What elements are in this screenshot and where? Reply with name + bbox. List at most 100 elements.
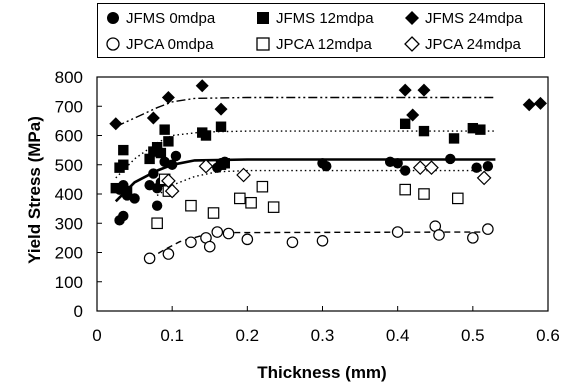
y-tick-label: 700 — [55, 97, 83, 116]
filled-square-icon — [257, 12, 269, 24]
y-tick-label: 0 — [74, 302, 83, 321]
data-point — [245, 196, 257, 209]
data-point — [144, 153, 155, 165]
x-tick-label: 0.4 — [386, 326, 410, 345]
filled-diamond-icon — [405, 11, 419, 25]
data-point — [412, 160, 428, 176]
data-point — [418, 188, 430, 200]
data-point — [203, 240, 216, 253]
legend: JFMS 0mdpa JFMS 12mdpa JFMS 24mdpa JPCA … — [97, 3, 545, 58]
y-tick-label: 200 — [55, 244, 83, 263]
y-tick-label: 500 — [55, 156, 83, 175]
data-point — [118, 210, 129, 222]
open-circle-icon — [106, 37, 120, 51]
data-point — [475, 124, 486, 135]
data-point — [151, 142, 163, 153]
legend-label: JPCA 24mdpa — [425, 35, 521, 53]
data-point — [256, 180, 269, 193]
legend-item-jpca-12: JPCA 12mdpa — [254, 33, 372, 55]
data-point — [110, 182, 121, 194]
data-point — [200, 130, 212, 141]
trend-line — [156, 169, 488, 197]
data-point — [118, 159, 129, 170]
data-point — [316, 235, 329, 247]
data-point — [392, 158, 403, 169]
legend-item-jfms-0: JFMS 0mdpa — [104, 7, 215, 29]
legend-label: JFMS 12mdpa — [276, 9, 374, 27]
data-point — [161, 90, 175, 104]
legend-label: JFMS 0mdpa — [126, 9, 216, 27]
x-tick-label: 0.6 — [536, 326, 560, 345]
data-point — [522, 98, 536, 112]
data-point — [222, 227, 235, 240]
x-tick-label: 0.5 — [461, 326, 485, 345]
data-point — [164, 183, 180, 199]
data-point — [398, 83, 412, 97]
data-point — [214, 102, 228, 116]
data-point — [448, 133, 460, 144]
data-point — [391, 226, 404, 238]
open-diamond-icon — [404, 36, 420, 52]
y-tick-label: 400 — [55, 185, 83, 204]
trend-line — [149, 231, 488, 260]
data-point — [445, 153, 456, 165]
x-axis-title: Thickness (mm) — [257, 363, 386, 382]
legend-label: JFMS 24mdpa — [425, 9, 523, 27]
trend-line — [115, 96, 496, 128]
data-point — [234, 192, 246, 205]
data-point — [162, 248, 175, 260]
data-points — [109, 79, 547, 265]
data-point — [161, 173, 176, 189]
data-point — [533, 96, 547, 110]
x-tick-label: 0 — [92, 326, 101, 345]
y-tick-label: 800 — [55, 68, 83, 87]
y-tick-label: 300 — [55, 214, 83, 233]
data-point — [399, 165, 411, 176]
data-point — [148, 168, 159, 179]
data-point — [143, 252, 156, 265]
axis-ticks: 0 100 200 300 400 500 600 700 800 0 0.1 0.2 0.3 0.4 0.… — [55, 68, 560, 345]
data-point — [482, 223, 494, 235]
legend-item-jfms-12: JFMS 12mdpa — [254, 7, 374, 29]
data-point — [286, 236, 299, 249]
filled-circle-icon — [107, 12, 119, 24]
legend-item-jpca-24: JPCA 24mdpa — [403, 33, 521, 55]
data-point — [267, 201, 280, 213]
legend-label: JPCA 0mdpa — [126, 35, 214, 53]
data-point — [471, 162, 482, 173]
data-point — [417, 83, 431, 97]
data-point — [211, 226, 224, 238]
legend-item-jfms-24: JFMS 24mdpa — [403, 7, 523, 29]
data-point — [433, 229, 445, 241]
data-point — [166, 159, 178, 170]
data-point — [207, 207, 220, 219]
y-axis-title: Yield Stress (MPa) — [25, 116, 44, 264]
data-point — [121, 185, 133, 197]
data-point — [452, 192, 464, 205]
data-point — [118, 144, 129, 156]
data-point — [151, 200, 163, 211]
data-point — [185, 236, 197, 249]
data-point — [163, 136, 174, 147]
data-point — [418, 125, 430, 137]
legend-label: JPCA 12mdpa — [276, 35, 372, 53]
data-point — [195, 79, 209, 93]
data-point — [321, 161, 332, 172]
y-tick-label: 600 — [55, 127, 83, 146]
data-point — [482, 161, 494, 172]
data-point — [241, 233, 254, 246]
data-point — [476, 170, 492, 186]
data-point — [236, 167, 251, 183]
data-point — [399, 183, 411, 196]
data-point — [467, 232, 479, 244]
data-point — [146, 111, 160, 125]
x-tick-label: 0.1 — [160, 326, 184, 345]
legend-item-jpca-0: JPCA 0mdpa — [104, 33, 214, 55]
data-point — [109, 117, 123, 131]
x-tick-label: 0.2 — [236, 326, 260, 345]
data-point — [215, 121, 227, 132]
data-point — [399, 118, 411, 129]
data-point — [219, 158, 230, 169]
data-point — [424, 160, 439, 176]
data-point — [155, 147, 167, 159]
